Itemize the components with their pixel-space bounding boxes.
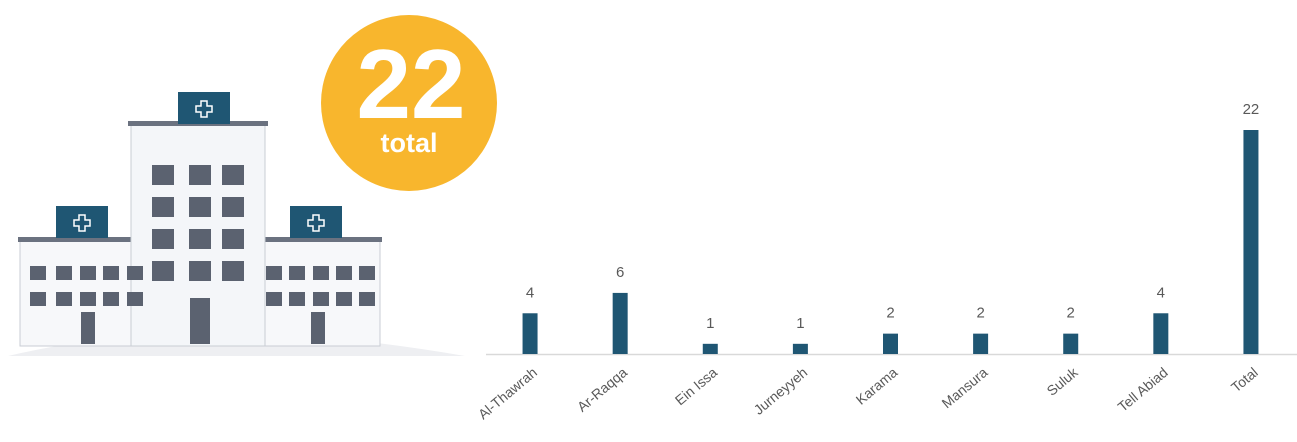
window	[189, 261, 211, 281]
window	[189, 165, 211, 185]
cross	[73, 100, 325, 232]
window	[103, 292, 119, 306]
x-tick-label: Ar-Raqqa	[574, 364, 630, 415]
badge-label: total	[381, 128, 438, 158]
bar	[702, 343, 718, 354]
window	[189, 197, 211, 217]
bar	[1243, 130, 1259, 354]
window	[336, 266, 352, 280]
window	[289, 292, 305, 306]
value-label: 4	[1157, 284, 1165, 301]
value-label: 22	[1243, 101, 1260, 118]
window	[80, 292, 96, 306]
roof	[262, 237, 382, 242]
window	[266, 266, 282, 280]
value-label: 2	[1067, 305, 1075, 322]
value-label: 2	[886, 305, 894, 322]
window	[222, 165, 244, 185]
window	[30, 266, 46, 280]
bar	[1063, 333, 1079, 354]
window	[289, 266, 305, 280]
value-label: 2	[976, 305, 984, 322]
window	[127, 266, 143, 280]
x-tick-label: Al-Thawrah	[475, 364, 540, 422]
window	[359, 292, 375, 306]
hospital-illustration	[8, 92, 465, 356]
window	[313, 292, 329, 306]
window	[152, 165, 174, 185]
window	[152, 197, 174, 217]
window	[30, 292, 46, 306]
bar	[522, 313, 538, 354]
badge	[321, 15, 497, 191]
bar	[883, 333, 898, 354]
window	[359, 266, 375, 280]
value-label: 6	[616, 264, 624, 281]
x-tick-label: Jurneyyeh	[751, 364, 811, 418]
bar	[792, 343, 808, 354]
x-tick-label: Ein Issa	[672, 364, 721, 408]
sign	[178, 92, 230, 124]
window	[222, 229, 244, 249]
window	[152, 261, 174, 281]
bar	[973, 333, 989, 354]
value-label: 1	[706, 315, 714, 332]
sign	[290, 206, 342, 238]
window	[56, 266, 72, 280]
window	[266, 292, 282, 306]
door	[311, 312, 325, 344]
roof	[18, 237, 134, 242]
door	[81, 312, 95, 344]
window	[313, 266, 329, 280]
window	[222, 261, 244, 281]
bar	[612, 292, 628, 354]
window	[152, 229, 174, 249]
sign	[56, 206, 108, 238]
window	[127, 292, 143, 306]
door	[190, 298, 210, 344]
window	[103, 266, 119, 280]
window	[222, 197, 244, 217]
window	[80, 266, 96, 280]
x-tick-label: Mansura	[939, 364, 991, 411]
x-tick-label: Karama	[853, 364, 901, 408]
window	[336, 292, 352, 306]
x-tick-label: Suluk	[1044, 363, 1082, 398]
x-tick-label: Total	[1228, 364, 1261, 395]
value-label: 1	[796, 315, 804, 332]
badge-number: 22	[356, 29, 465, 139]
bar	[1153, 313, 1169, 354]
window	[189, 229, 211, 249]
window	[56, 292, 72, 306]
value-label: 4	[526, 284, 534, 301]
x-tick-label: Tell Abiad	[1115, 364, 1171, 415]
